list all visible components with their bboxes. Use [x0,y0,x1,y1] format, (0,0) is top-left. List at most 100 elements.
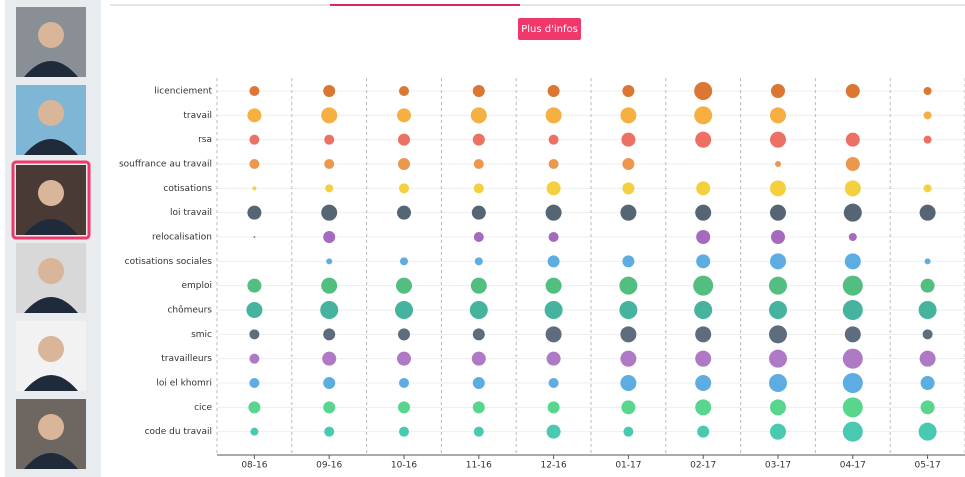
bubble [695,399,712,416]
bubble [546,181,561,196]
bubble [845,157,860,171]
bubble [844,253,861,270]
candidate-photo[interactable] [16,321,86,391]
bubble [545,326,562,343]
bubble [622,85,635,97]
x-tick-label: 03-17 [765,461,791,471]
candidate-photo[interactable] [16,399,86,469]
bubble [398,401,410,414]
bubble [693,275,714,296]
bubble [472,133,485,146]
bubble [920,376,935,390]
photo-body[interactable] [24,453,78,469]
photo-body[interactable] [24,139,78,155]
bubble [325,184,334,193]
bubble [843,203,862,222]
bubble [320,301,339,319]
bubble [770,107,786,124]
bubble [695,350,712,367]
bubble [399,183,409,194]
photo-head[interactable] [38,414,64,440]
bubble [697,425,710,438]
bubble [696,181,711,196]
bubble [842,421,863,442]
bubble [844,326,861,343]
bubble [546,424,561,439]
photo-head[interactable] [38,336,64,362]
y-tick-label: loi travail [170,208,212,218]
bubble [623,426,634,437]
bubble [326,258,333,265]
candidate-photo[interactable] [16,7,86,77]
button-label[interactable]: Plus d'infos [521,24,578,35]
bubble [323,328,336,341]
bubble [695,326,712,343]
bubble [922,329,933,340]
y-tick-label: cotisations sociales [125,257,213,267]
bubble [548,134,559,145]
x-tick-label: 08-16 [241,461,267,471]
bubble [248,401,261,414]
bubble [249,353,260,364]
bubble [769,349,787,368]
bubble [253,236,256,238]
candidate-photo[interactable] [11,160,91,240]
bubble [771,84,785,98]
bubble [842,348,863,369]
bubble [399,378,409,388]
bubble [619,276,638,295]
bubble [247,108,262,123]
bubble [622,255,635,268]
bubble [920,278,935,293]
bubble [471,351,486,366]
y-tick-label: emploi [181,281,212,291]
photo-head[interactable] [38,180,64,206]
bubble [547,85,560,97]
bubble [924,258,931,265]
bubble [322,351,337,366]
photo-body[interactable] [24,297,78,313]
bubble [923,87,932,95]
bubble [324,159,335,169]
bubble [622,182,635,195]
photo-body[interactable] [24,219,78,235]
bubble [472,85,485,97]
bubble [770,131,786,148]
photo-head[interactable] [38,100,64,126]
bubble [473,159,484,169]
photo-body[interactable] [24,61,78,77]
bubble [249,329,260,340]
bubble [397,108,411,123]
photo-head[interactable] [38,22,64,48]
photo-body[interactable] [24,375,78,391]
bubble [470,277,487,294]
bubble [775,161,781,167]
candidate-photo[interactable] [16,243,86,313]
bubble [923,111,932,120]
bubble [845,84,860,98]
bubble [842,397,863,418]
more-info-button[interactable]: Plus d'infos [518,18,581,40]
candidate-photo[interactable] [16,85,86,155]
bubble [469,301,488,319]
bubble [695,204,712,221]
bubble [770,253,786,270]
bubble [771,230,785,244]
button-bg[interactable] [518,18,581,40]
bubble [321,204,338,221]
bubble [473,426,484,437]
bubble [473,183,484,194]
bubble [548,159,559,169]
selected-frame[interactable] [11,160,91,240]
bubble [919,204,936,221]
photo-head[interactable] [38,258,64,284]
bubble [323,377,336,389]
bubble [545,107,562,124]
bubble [324,426,335,437]
y-tick-label: cotisations [163,184,212,194]
chart: 08-16 09-16 10-16 11-16 12-16 01-17 02-17 03-17… [119,78,965,471]
bubble [323,85,336,97]
bubble [249,159,260,169]
bubble [769,276,787,295]
bubble [694,82,713,100]
